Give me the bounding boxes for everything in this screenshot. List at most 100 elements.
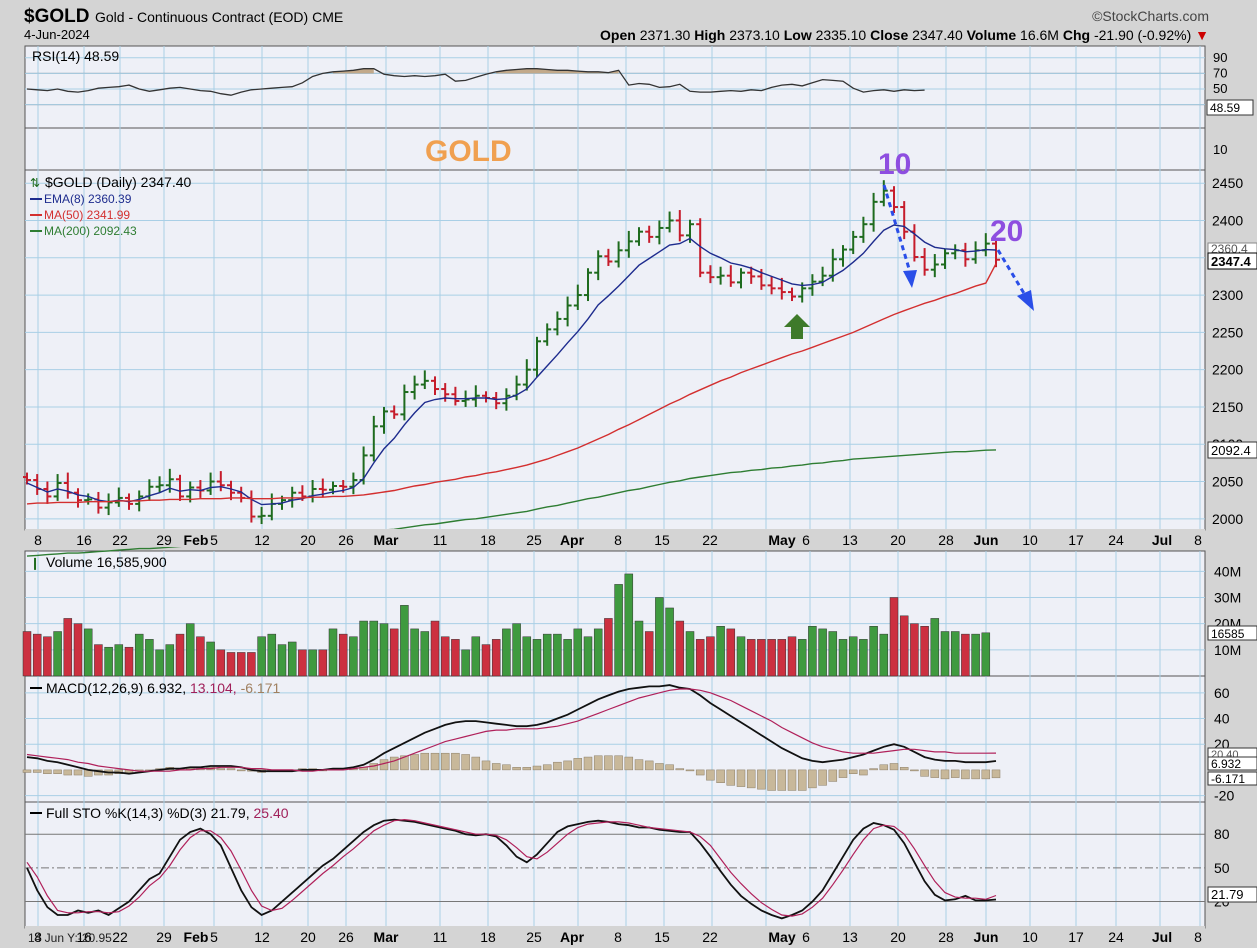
x-tick-label: 6 xyxy=(802,929,810,945)
macd-histogram-bar xyxy=(746,769,756,789)
x-tick-label: 8 xyxy=(614,532,622,548)
macd-tag-value-text: 6.932 xyxy=(1211,757,1241,771)
ohlc-bar xyxy=(563,296,572,327)
sto-k-line xyxy=(26,818,997,920)
macd-tick-label: -20 xyxy=(1214,788,1234,804)
arrow-twenty-head-icon xyxy=(1017,290,1034,311)
ohlc-bar xyxy=(155,476,164,493)
ten-annotation: 10 xyxy=(878,148,911,181)
rsi-tick-label: 90 xyxy=(1213,50,1227,65)
macd-tag-value xyxy=(1207,756,1257,771)
close-tag-text: 2347.4 xyxy=(1211,254,1252,269)
macd-histogram-bar xyxy=(695,769,705,776)
ohlc-bar xyxy=(930,254,939,278)
x-tick-label: 26 xyxy=(338,929,354,945)
macd-histogram-bar xyxy=(410,754,419,771)
volume-bar xyxy=(930,618,940,677)
ohlc-bar xyxy=(206,472,215,495)
x-tick-label: 17 xyxy=(1068,532,1084,548)
volume-bar xyxy=(491,639,501,677)
macd-histogram-bar xyxy=(420,752,430,771)
macd-histogram-bar xyxy=(491,763,501,771)
macd-histogram-bar xyxy=(573,758,583,771)
macd-histogram-bar xyxy=(389,756,399,771)
macd-tick-label: 40 xyxy=(1214,711,1230,727)
volume-bar xyxy=(777,639,787,677)
x-tick-label: 22 xyxy=(702,929,718,945)
ohlc-bar xyxy=(777,277,786,300)
volume-bar xyxy=(389,628,399,677)
ohlc-bar xyxy=(604,248,613,266)
volume-bar xyxy=(247,652,256,677)
macd-histogram-bar xyxy=(899,767,909,771)
ohlc-bar xyxy=(614,241,623,268)
x-tick-label: 8 xyxy=(614,929,622,945)
macd-histogram-bar xyxy=(655,763,664,771)
ohlc-bar xyxy=(767,276,776,295)
ohlc-bar xyxy=(869,192,878,232)
x-tick-label: 8 xyxy=(34,929,42,945)
volume-label: Volume xyxy=(966,27,1017,43)
x-tick-label: Jun xyxy=(974,532,999,548)
volume-bar xyxy=(787,636,797,677)
volume-bar xyxy=(757,639,766,677)
volume-bar xyxy=(818,628,827,677)
volume-bar xyxy=(655,597,664,677)
brand-label[interactable]: ©StockCharts.com xyxy=(1092,8,1209,24)
volume-bar xyxy=(563,639,572,677)
volume-bar xyxy=(32,633,42,677)
volume-bar xyxy=(512,623,521,677)
ohlc-bar xyxy=(74,488,82,508)
volume-bar xyxy=(542,633,552,677)
volume-bar xyxy=(869,626,878,677)
arrow-ten-head-icon xyxy=(903,270,917,288)
macd-histogram-bar xyxy=(869,768,878,771)
volume-bar xyxy=(410,628,419,677)
volume-tick-label: 30M xyxy=(1214,589,1241,605)
volume-bar xyxy=(583,636,593,677)
ohlc-bar xyxy=(553,311,562,336)
macd-histogram-bar xyxy=(675,768,685,771)
x-tick-label: 5 xyxy=(210,532,218,548)
low-label: Low xyxy=(783,27,812,43)
x-tick-label: 20 xyxy=(300,532,316,548)
volume-bar xyxy=(298,649,307,677)
ohlc-bar xyxy=(635,227,643,246)
ohlc-bar xyxy=(492,392,501,410)
description-label: Gold - Continuous Contract (EOD) CME xyxy=(95,9,343,25)
macd-histogram-bar xyxy=(624,756,634,771)
ohlc-bar xyxy=(655,220,664,245)
macd-histogram-bar xyxy=(542,764,552,771)
volume-bar xyxy=(644,631,654,677)
low-value: 2335.10 xyxy=(815,27,867,43)
rsi-tick-label: 50 xyxy=(1213,81,1227,96)
legend-entry: EMA(8) 2360.39 xyxy=(44,192,132,206)
macd-histogram-bar xyxy=(808,769,817,789)
rsi-tick-label: 10 xyxy=(1213,142,1227,157)
x-tick-label: 13 xyxy=(842,532,858,548)
ma200-tag xyxy=(1207,441,1257,459)
x-axis-band xyxy=(25,529,1205,547)
ohlc-bar xyxy=(104,493,113,516)
volume-bar xyxy=(318,649,328,677)
macd-histogram-bar xyxy=(471,756,481,771)
x-tick-label: Apr xyxy=(560,929,585,945)
volume-bar xyxy=(593,628,603,677)
macd-histogram-bar xyxy=(604,755,613,771)
support-arrow-icon xyxy=(784,314,810,339)
volume-bar xyxy=(104,646,113,677)
x-tick-label: 16 xyxy=(76,929,92,945)
ohlc-bar xyxy=(961,242,970,267)
legend-entry: MA(200) 2092.43 xyxy=(44,224,137,238)
macd-histogram-bar xyxy=(440,752,450,771)
x-tick-label: 11 xyxy=(433,929,448,945)
price-tick-label: 2200 xyxy=(1212,362,1243,378)
volume-label: Volume 16,585,900 xyxy=(46,554,167,570)
volume-bar xyxy=(379,623,389,677)
macd-label-part: 13.104, xyxy=(190,680,241,696)
x-tick-label: Mar xyxy=(374,929,399,945)
ohlc-bar xyxy=(380,406,388,434)
price-tick-label: 2150 xyxy=(1212,399,1243,415)
macd-histogram-bar xyxy=(818,769,827,786)
